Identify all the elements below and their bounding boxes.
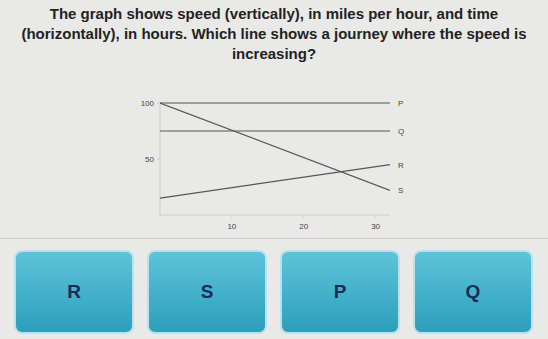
line-label: P xyxy=(398,99,403,108)
separator xyxy=(0,238,548,239)
line-label: Q xyxy=(398,127,404,136)
line-label: S xyxy=(398,186,403,195)
x-tick-label: 20 xyxy=(299,222,308,231)
line xyxy=(160,165,390,199)
answer-button[interactable]: S xyxy=(147,250,267,334)
answer-button[interactable]: P xyxy=(280,250,400,334)
line-label: R xyxy=(398,161,404,170)
y-tick-label: 50 xyxy=(145,155,154,164)
x-tick-label: 30 xyxy=(371,222,380,231)
x-tick-label: 10 xyxy=(227,222,236,231)
x-tick xyxy=(375,215,376,218)
y-tick xyxy=(157,103,160,104)
line xyxy=(160,102,390,103)
y-tick xyxy=(157,159,160,160)
line xyxy=(160,103,390,190)
answer-button[interactable]: Q xyxy=(413,250,533,334)
question: The graph shows speed (vertically), in m… xyxy=(8,4,540,64)
x-tick xyxy=(231,215,232,218)
y-tick-label: 100 xyxy=(141,99,155,108)
x-tick xyxy=(303,215,304,218)
answer-button[interactable]: R xyxy=(14,250,134,334)
line xyxy=(160,130,390,131)
x-axis xyxy=(160,215,390,216)
plot-area xyxy=(160,103,390,198)
